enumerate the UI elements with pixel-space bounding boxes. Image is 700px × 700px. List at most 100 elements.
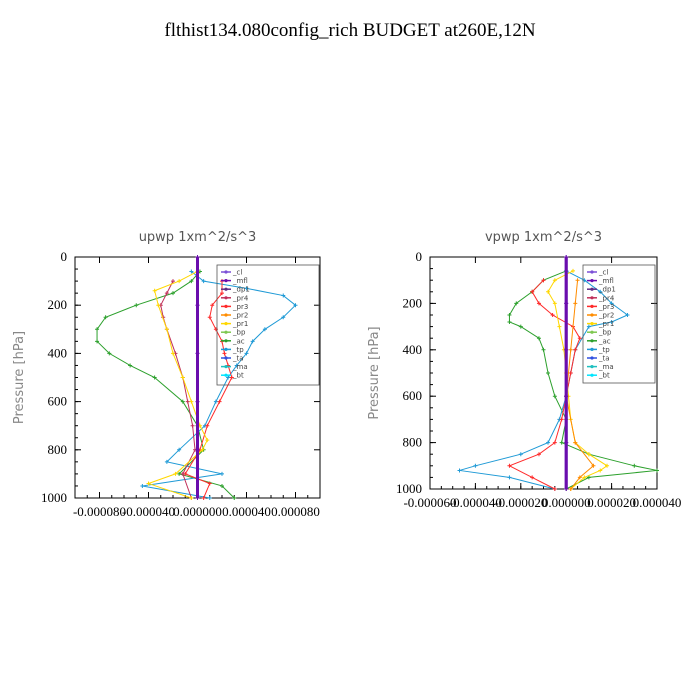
series-marker-tp bbox=[598, 289, 603, 294]
series-marker-ac bbox=[632, 463, 637, 468]
series-marker-tp bbox=[457, 468, 462, 473]
series-marker-pr3 bbox=[550, 313, 555, 317]
series-marker-ac bbox=[559, 440, 564, 445]
series-marker-mfl bbox=[564, 255, 569, 259]
series-marker-pr3 bbox=[541, 278, 546, 283]
legend-marker bbox=[590, 270, 594, 274]
series-marker-ac bbox=[552, 394, 557, 399]
legend-marker bbox=[590, 279, 594, 283]
legend-box bbox=[582, 264, 656, 384]
y-tick-label: 400 bbox=[48, 345, 68, 360]
legend-marker bbox=[224, 339, 228, 343]
legend-label: _pr2 bbox=[232, 312, 248, 320]
legend-marker bbox=[224, 279, 228, 283]
series-marker-pr3 bbox=[577, 336, 582, 341]
series-marker-pr3 bbox=[210, 303, 215, 308]
series-marker-tp bbox=[164, 459, 169, 464]
legend-marker bbox=[590, 365, 594, 369]
series-marker-pr1 bbox=[189, 496, 194, 500]
legend-marker bbox=[224, 287, 228, 291]
series-marker-ac bbox=[171, 291, 175, 296]
series-marker-mfl bbox=[564, 347, 569, 352]
series-marker-pr3 bbox=[530, 289, 535, 294]
series-marker-tp bbox=[213, 399, 218, 404]
series-marker-pr3 bbox=[220, 291, 224, 296]
series-marker-tp bbox=[281, 293, 286, 298]
series-marker-pr2 bbox=[591, 463, 596, 468]
series-marker-mfl bbox=[195, 255, 200, 259]
series-marker-pr4 bbox=[185, 399, 190, 404]
series-marker-pr1 bbox=[177, 279, 182, 284]
legend-label: _pr2 bbox=[598, 312, 614, 320]
series-marker-pr1 bbox=[189, 399, 194, 404]
series-line-tp bbox=[142, 271, 297, 499]
legend-marker bbox=[590, 304, 594, 308]
legend-label: _pr4 bbox=[232, 294, 249, 302]
series-marker-ac bbox=[507, 313, 512, 317]
series-marker-tp bbox=[234, 363, 239, 368]
legend-marker bbox=[224, 373, 228, 377]
series-marker-pr1 bbox=[173, 471, 178, 476]
plot-frame bbox=[429, 256, 658, 490]
series-marker-tp bbox=[609, 319, 614, 324]
series-marker-tp bbox=[518, 452, 523, 457]
series-marker-ac bbox=[541, 347, 546, 352]
series-marker-mfl bbox=[195, 351, 200, 356]
legend-marker bbox=[590, 330, 594, 334]
series-line-pr4 bbox=[160, 280, 196, 499]
series-marker-ac bbox=[586, 475, 591, 480]
legend-label: _cl bbox=[598, 269, 608, 277]
legend-label: _pr4 bbox=[598, 294, 615, 302]
series-line-pr3 bbox=[184, 281, 233, 499]
legend-label: _ma bbox=[598, 363, 614, 371]
legend-label: _tp bbox=[598, 346, 610, 354]
series-marker-pr1 bbox=[582, 475, 587, 480]
series-marker-pr1 bbox=[146, 481, 151, 486]
series-marker-tp bbox=[625, 313, 630, 317]
series-marker-ac bbox=[95, 327, 100, 332]
y-axis-label: Pressure [hPa] bbox=[12, 331, 27, 424]
legend-label: _dp1 bbox=[232, 286, 250, 294]
series-marker-ac bbox=[220, 483, 224, 488]
x-tick-label: 0.000020 bbox=[587, 495, 636, 510]
x-tick-label: 0.000040 bbox=[633, 495, 682, 510]
series-marker-pr3 bbox=[568, 371, 573, 375]
series-marker-pr1 bbox=[557, 324, 562, 329]
panel-title: upwp 1xm^2/s^3 bbox=[139, 230, 257, 245]
series-marker-ac bbox=[95, 339, 100, 344]
series-marker-ac bbox=[655, 468, 659, 473]
series-marker-ac bbox=[134, 303, 139, 308]
y-tick-label: 0 bbox=[416, 249, 423, 264]
series-marker-pr4 bbox=[164, 291, 169, 296]
legend-marker bbox=[590, 339, 594, 343]
series-marker-pr3 bbox=[222, 351, 227, 356]
series-marker-pr3 bbox=[207, 481, 212, 486]
series-marker-mfl bbox=[195, 399, 200, 404]
series-marker-ac bbox=[514, 301, 519, 306]
x-tick-label: 0.000040 bbox=[222, 504, 271, 519]
series-marker-mfl bbox=[195, 447, 200, 452]
series-marker-ac bbox=[189, 279, 194, 284]
series-marker-pr1 bbox=[552, 278, 557, 283]
series-marker-pr2 bbox=[568, 487, 573, 491]
x-tick-label: -0.000020 bbox=[494, 495, 547, 510]
series-marker-tp bbox=[586, 324, 591, 329]
series-marker-tp bbox=[140, 483, 145, 488]
series-marker-pr4 bbox=[180, 471, 185, 476]
series-marker-tp bbox=[250, 339, 255, 344]
legend-marker bbox=[224, 313, 228, 317]
series-marker-ac bbox=[546, 371, 551, 375]
series-marker-pr3 bbox=[552, 440, 557, 445]
series-line-pr1 bbox=[146, 271, 208, 499]
legend-marker bbox=[590, 347, 594, 351]
series-marker-pr3 bbox=[573, 347, 578, 352]
legend-label: _pr3 bbox=[232, 303, 248, 311]
legend-label: _ta bbox=[232, 355, 244, 363]
series-marker-ac bbox=[152, 375, 157, 380]
series-marker-pr1 bbox=[164, 327, 169, 332]
legend-marker bbox=[224, 270, 228, 274]
series-marker-tp bbox=[244, 286, 249, 291]
x-tick-label: -0.000040 bbox=[122, 504, 175, 519]
series-marker-ac bbox=[103, 315, 108, 320]
x-tick-label: -0.000040 bbox=[449, 495, 502, 510]
